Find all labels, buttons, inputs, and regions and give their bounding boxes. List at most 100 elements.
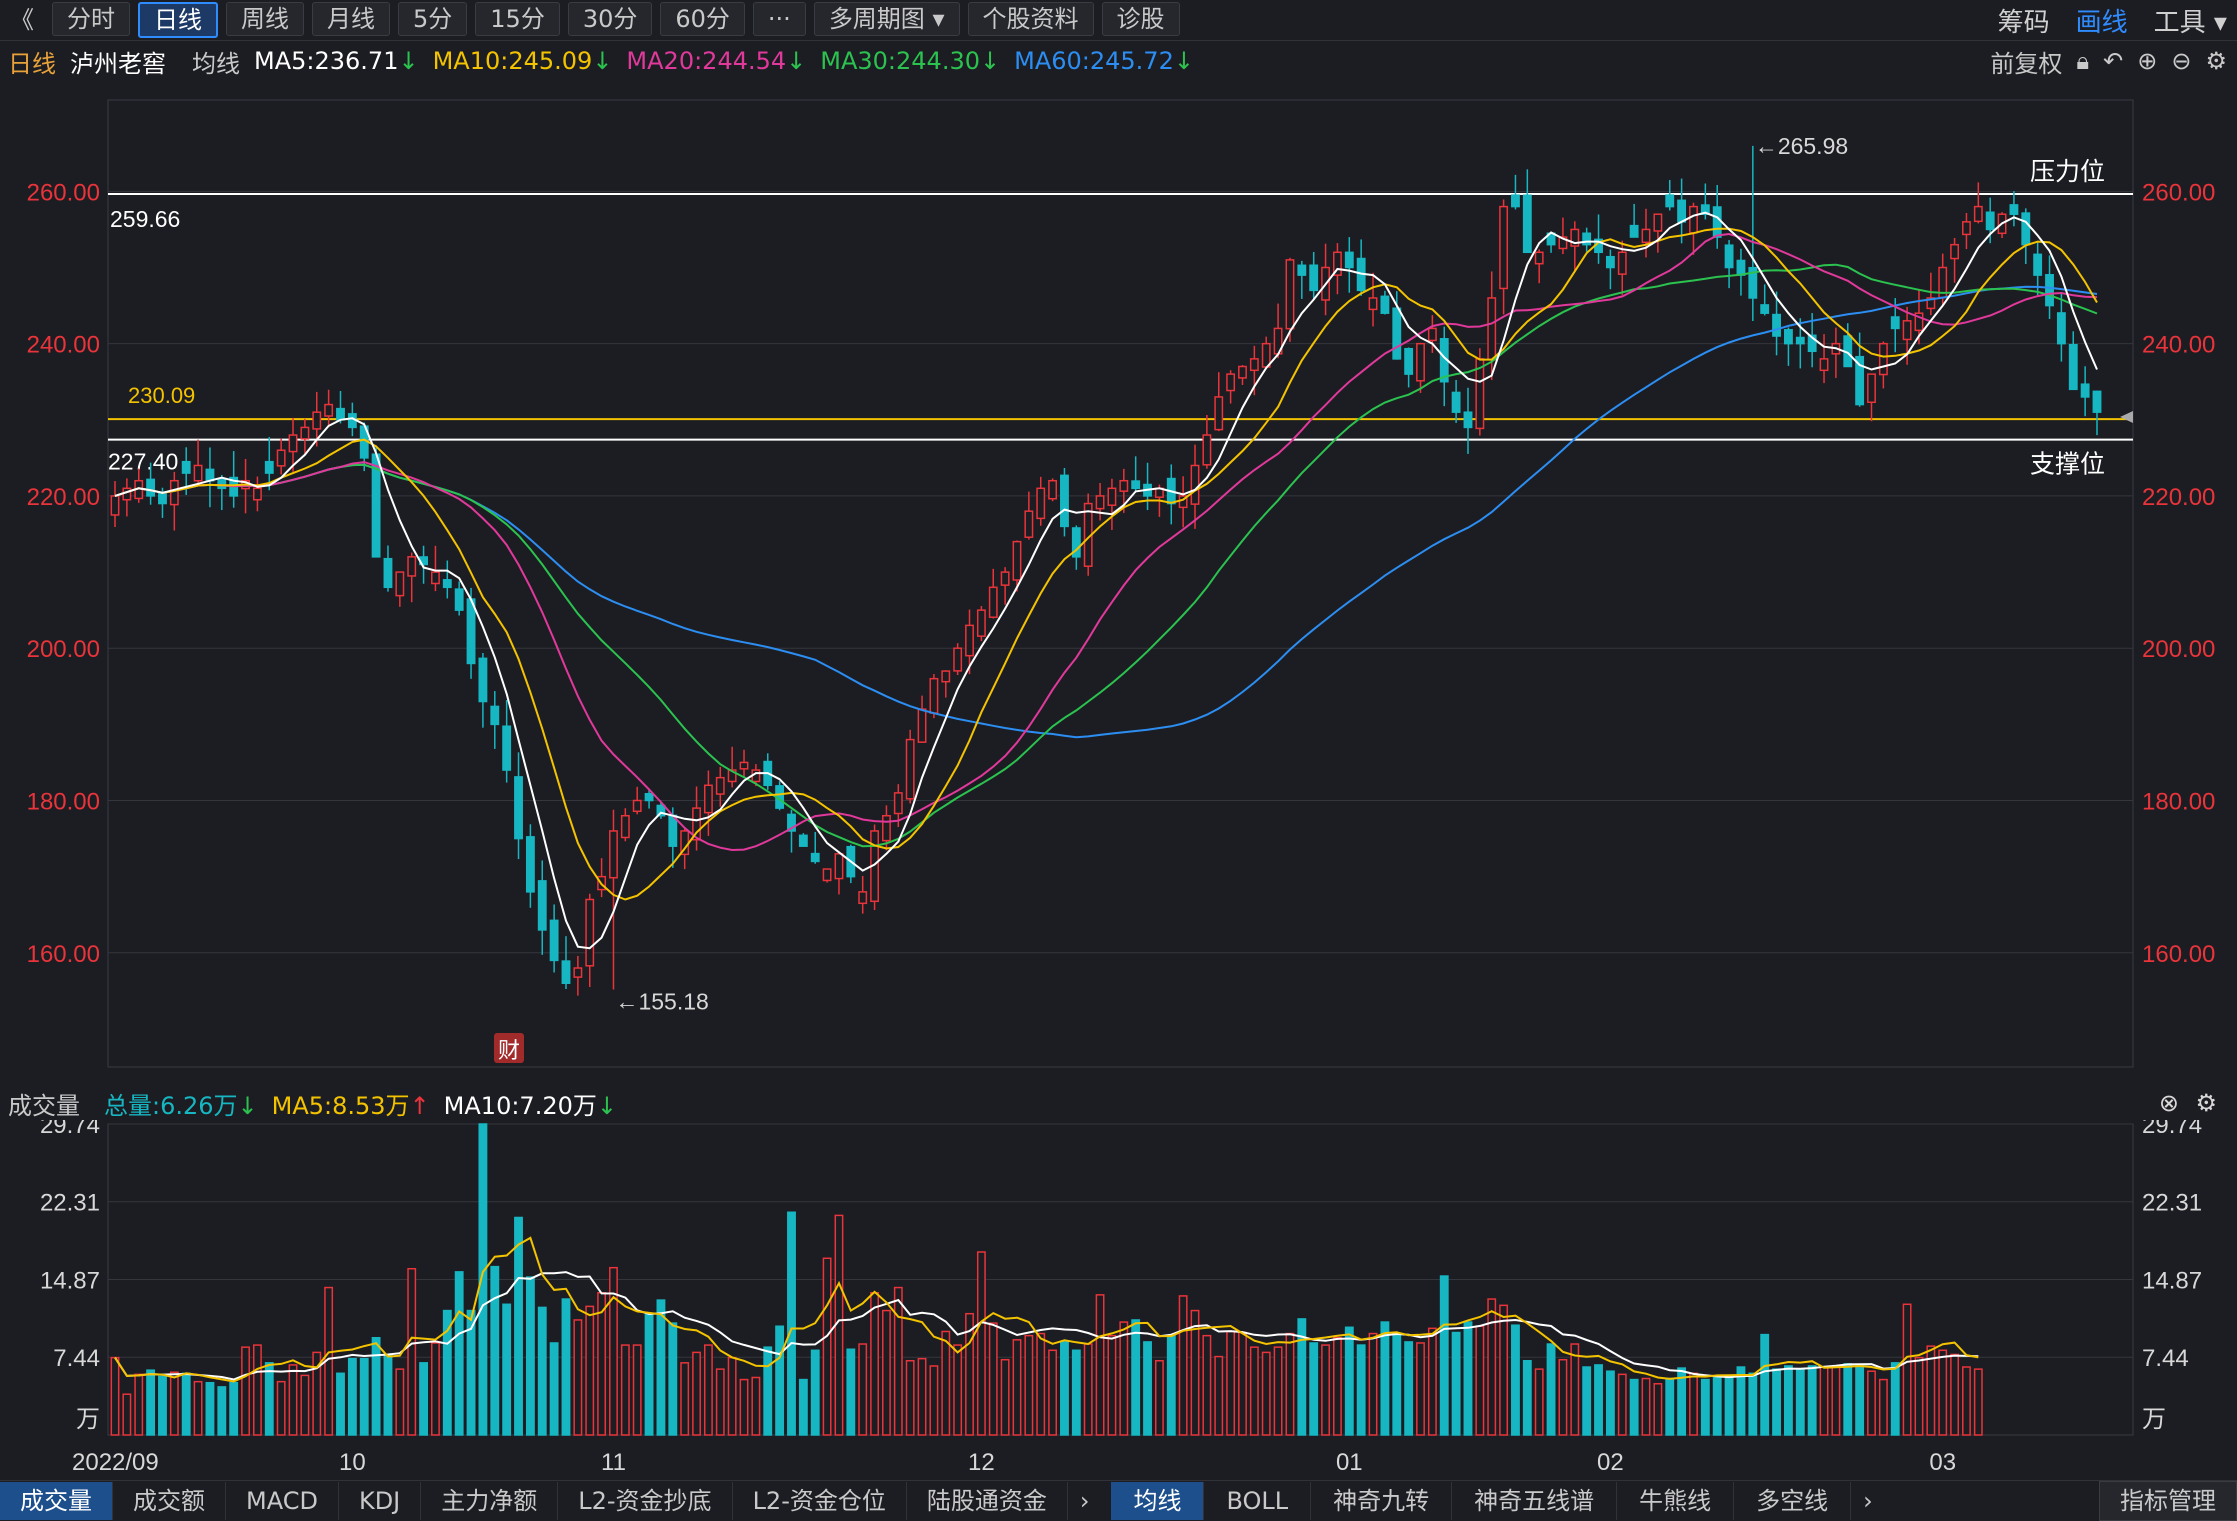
tool-1[interactable]: 画线 <box>2075 7 2128 38</box>
more-overlays-icon[interactable]: › <box>1863 1486 1873 1515</box>
candle-body <box>1867 373 1876 404</box>
indicator-tab-2[interactable]: MACD <box>226 1481 339 1520</box>
candle-body <box>1261 342 1271 368</box>
volume-bar <box>1107 1334 1117 1436</box>
price-tick-right: 200.00 <box>2142 636 2215 663</box>
undo-icon[interactable]: ↶ <box>2103 47 2124 75</box>
volume-bar <box>905 1360 915 1436</box>
candle-body <box>1487 297 1497 361</box>
candle-body <box>609 830 618 879</box>
tab-8[interactable]: ··· <box>752 2 806 36</box>
volume-bar <box>1048 1349 1058 1436</box>
indicator-tab-6[interactable]: L2-资金仓位 <box>733 1481 907 1520</box>
ma20-down-arrow: ↓ <box>786 47 807 75</box>
volume-bar <box>1119 1321 1129 1436</box>
candle-body <box>122 487 132 501</box>
lock-icon[interactable]: 🔒︎ <box>2076 47 2090 75</box>
ma5-line <box>114 211 2098 950</box>
candle-body <box>1392 307 1402 360</box>
volume-bar <box>1297 1318 1307 1436</box>
overlay-tab-4[interactable]: 牛熊线 <box>1617 1481 1735 1520</box>
volume-bar <box>632 1344 642 1436</box>
volume-tick-right: 7.44 <box>2142 1345 2189 1372</box>
tab-0[interactable]: 分时 <box>52 2 130 36</box>
x-tick-label: 11 <box>601 1449 626 1476</box>
zoom-out-icon[interactable]: ⊖ <box>2171 47 2192 75</box>
candle-body <box>965 624 974 657</box>
tab-2[interactable]: 周线 <box>226 2 304 36</box>
overlay-tab-3[interactable]: 神奇五线谱 <box>1452 1481 1618 1520</box>
candle-body <box>585 898 595 967</box>
volume-bar <box>1878 1378 1888 1436</box>
candle-body <box>1570 228 1580 247</box>
tab-4[interactable]: 5分 <box>398 2 468 36</box>
volume-bar <box>1534 1368 1544 1436</box>
volume-bar <box>1190 1309 1200 1436</box>
candle-body <box>407 556 417 577</box>
tab-1[interactable]: 日线 <box>138 2 218 38</box>
overlay-tab-5[interactable]: 多空线 <box>1734 1481 1852 1520</box>
volume-bar <box>205 1381 215 1436</box>
candle-body <box>1036 487 1046 520</box>
indicator-tab-3[interactable]: KDJ <box>339 1481 422 1520</box>
candle-body <box>288 434 298 453</box>
candle-body <box>1973 205 1983 223</box>
volume-bar <box>371 1336 381 1436</box>
candle-body <box>953 647 963 672</box>
tab-11[interactable]: 诊股 <box>1101 2 1180 36</box>
volume-bar <box>1214 1355 1224 1436</box>
volume-bar <box>300 1374 310 1436</box>
volume-bar <box>798 1378 808 1436</box>
close-icon[interactable]: ⊗ <box>2158 1089 2179 1117</box>
back-icon[interactable]: 《 <box>10 6 34 34</box>
candle-body <box>882 814 891 842</box>
more-indicators-icon[interactable]: › <box>1079 1486 1090 1515</box>
indicator-tab-0[interactable]: 成交量 <box>0 1481 113 1520</box>
indicator-manage-button[interactable]: 指标管理 <box>2099 1480 2237 1521</box>
volume-gear-icon[interactable]: ⚙ <box>2195 1089 2217 1117</box>
candle-body <box>941 670 951 683</box>
ma-label[interactable]: 均线 <box>192 49 240 78</box>
adjust-mode[interactable]: 前复权 <box>1990 49 2063 78</box>
volume-total-arrow: ↓ <box>237 1091 258 1120</box>
indicator-tab-5[interactable]: L2-资金抄底 <box>558 1481 733 1520</box>
zoom-in-icon[interactable]: ⊕ <box>2137 47 2158 75</box>
ma20-text: MA20:244.54 <box>626 47 787 75</box>
tab-9[interactable]: 多周期图 ▾ <box>813 2 960 36</box>
candle-body <box>1333 251 1342 276</box>
volume-bar <box>1333 1336 1342 1436</box>
candle-body <box>1962 221 1971 236</box>
indicator-tab-4[interactable]: 主力净额 <box>421 1481 559 1520</box>
volume-bar <box>1558 1358 1568 1436</box>
top-right-tools: 筹码 画线 工具 ▾ <box>1972 0 2227 40</box>
indicator-tab-7[interactable]: 陆股通资金 <box>907 1481 1068 1520</box>
candle-body <box>2021 212 2031 246</box>
volume-bar <box>229 1381 239 1436</box>
indicator-tab-1[interactable]: 成交额 <box>113 1481 226 1520</box>
candle-body <box>798 834 808 847</box>
volume-bar <box>1914 1356 1924 1436</box>
overlay-tab-0[interactable]: 均线 <box>1111 1481 1205 1520</box>
candle-body <box>2009 204 2019 215</box>
tool-2[interactable]: 工具 ▾ <box>2153 7 2227 38</box>
candle-body <box>976 609 986 637</box>
volume-bar <box>561 1298 571 1436</box>
candle-body <box>514 776 523 840</box>
overlay-tab-2[interactable]: 神奇九转 <box>1311 1481 1453 1520</box>
tab-6[interactable]: 30分 <box>567 2 653 36</box>
volume-bar <box>1451 1331 1461 1436</box>
volume-bar <box>395 1368 405 1436</box>
tab-3[interactable]: 月线 <box>312 2 390 36</box>
x-tick-label: 03 <box>1929 1449 1956 1476</box>
ma5-text: MA5:236.71 <box>254 47 399 75</box>
tab-10[interactable]: 个股资料 <box>967 2 1094 36</box>
tool-0[interactable]: 筹码 <box>1997 7 2050 38</box>
gear-icon[interactable]: ⚙ <box>2205 47 2227 75</box>
volume-bar <box>1000 1358 1010 1436</box>
volume-bar <box>1689 1372 1698 1436</box>
overlay-tab-1[interactable]: BOLL <box>1204 1481 1312 1520</box>
volume-bar <box>1511 1324 1520 1436</box>
tab-5[interactable]: 15分 <box>475 2 560 36</box>
tab-7[interactable]: 60分 <box>660 2 745 36</box>
